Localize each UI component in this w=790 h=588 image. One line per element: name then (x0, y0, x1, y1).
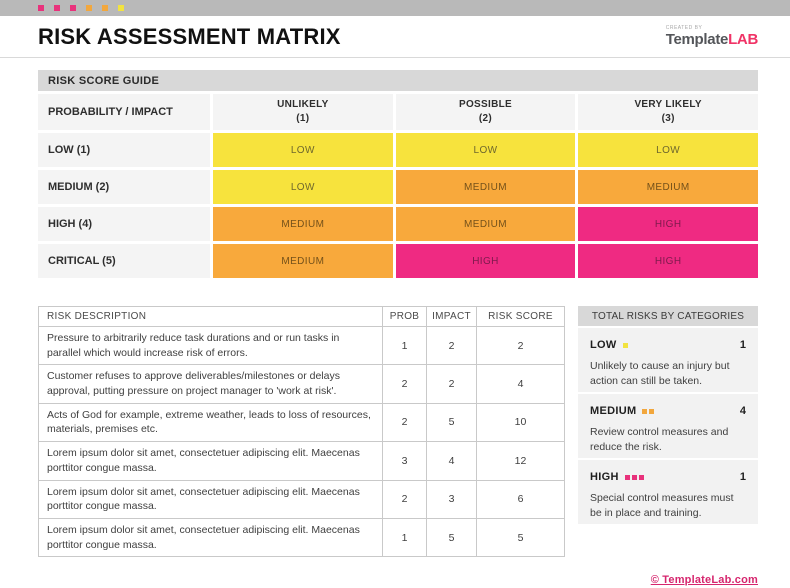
col-risk-description: RISK DESCRIPTION (38, 306, 383, 327)
risk-description-cell: Acts of God for example, extreme weather… (38, 402, 383, 443)
impact-cell: 4 (426, 441, 477, 481)
category-count: 1 (739, 471, 746, 483)
risk-score-cell: 6 (476, 479, 565, 519)
logo-created-by: CREATED BY (665, 25, 703, 31)
brand-square (86, 5, 92, 11)
prob-cell: 2 (382, 479, 427, 519)
col-prob: PROB (382, 306, 427, 327)
matrix-row-label: CRITICAL (5) (38, 244, 210, 278)
brand-square (54, 5, 60, 11)
category-medium: MEDIUM 4 Review control measures and red… (578, 394, 758, 458)
high-level-squares (624, 474, 644, 480)
page-footer: © TemplateLab.com (38, 570, 758, 588)
table-row: Customer refuses to approve deliverables… (38, 364, 565, 404)
prob-cell: 3 (382, 441, 427, 481)
table-row: Lorem ipsum dolor sit amet, consectetuer… (38, 479, 565, 519)
table-row: Lorem ipsum dolor sit amet, consectetuer… (38, 517, 565, 558)
category-high: HIGH 1 Special control measures must be … (578, 460, 758, 524)
matrix-row-label: LOW (1) (38, 133, 210, 167)
table-row: Lorem ipsum dolor sit amet, consectetuer… (38, 441, 565, 481)
risk-description-table: RISK DESCRIPTION PROB IMPACT RISK SCORE … (38, 306, 565, 558)
category-note: Review control measures and reduce the r… (590, 426, 729, 454)
col-risk-score: RISK SCORE (476, 306, 565, 327)
level-square-icon (642, 408, 648, 414)
impact-cell: 5 (426, 517, 477, 558)
matrix-column-header: VERY LIKELY (3) (578, 94, 758, 130)
risk-matrix: PROBABILITY / IMPACT UNLIKELY (1) POSSIBL… (38, 94, 758, 278)
table-row: Pressure to arbitrarily reduce task dura… (38, 325, 565, 366)
risk-description-cell: Lorem ipsum dolor sit amet, consectetuer… (38, 479, 383, 519)
risk-description-cell: Pressure to arbitrarily reduce task dura… (38, 325, 383, 366)
risk-score-guide-title: RISK SCORE GUIDE (38, 70, 758, 91)
prob-cell: 1 (382, 325, 427, 366)
level-square-icon (638, 474, 644, 480)
risk-description-cell: Lorem ipsum dolor sit amet, consectetuer… (38, 517, 383, 558)
category-label: MEDIUM (590, 405, 637, 417)
brand-square (102, 5, 108, 11)
prob-cell: 2 (382, 364, 427, 404)
table-row: Acts of God for example, extreme weather… (38, 402, 565, 443)
matrix-cell: LOW (578, 133, 758, 167)
matrix-cell: LOW (213, 170, 393, 204)
brand-square (70, 5, 76, 11)
category-count: 1 (739, 339, 746, 351)
risk-score-cell: 2 (476, 325, 565, 366)
impact-cell: 5 (426, 402, 477, 443)
risk-score-cell: 12 (476, 441, 565, 481)
page-header: RISK ASSESSMENT MATRIX CREATED BY Templa… (0, 16, 790, 58)
level-square-icon (624, 474, 630, 480)
matrix-cell: LOW (395, 133, 576, 167)
category-low: LOW 1 Unlikely to cause an injury but ac… (578, 328, 758, 392)
category-label: LOW (590, 339, 617, 351)
low-level-squares (622, 342, 628, 348)
total-risks-title: TOTAL RISKS BY CATEGORIES (578, 306, 758, 326)
category-count: 4 (739, 405, 746, 417)
page-title: RISK ASSESSMENT MATRIX (38, 23, 341, 49)
risk-score-cell: 5 (476, 517, 565, 558)
matrix-cell: HIGH (395, 244, 576, 278)
risk-description-cell: Lorem ipsum dolor sit amet, consectetuer… (38, 441, 383, 481)
matrix-column-header: POSSIBLE (2) (395, 94, 576, 130)
impact-cell: 2 (426, 325, 477, 366)
brand-square (38, 5, 44, 11)
matrix-row-label: MEDIUM (2) (38, 170, 210, 204)
prob-cell: 1 (382, 517, 427, 558)
matrix-column-header: UNLIKELY (1) (213, 94, 393, 130)
category-note: Unlikely to cause an injury but action c… (590, 360, 730, 388)
matrix-cell: MEDIUM (395, 207, 576, 241)
matrix-cell: MEDIUM (213, 244, 393, 278)
templatelab-logo: CREATED BY TemplateLAB (665, 25, 759, 48)
table-header-row: RISK DESCRIPTION PROB IMPACT RISK SCORE (38, 306, 565, 327)
matrix-cell: LOW (213, 133, 393, 167)
medium-level-squares (642, 408, 655, 414)
matrix-cell: HIGH (578, 244, 758, 278)
category-label: HIGH (590, 471, 619, 483)
impact-cell: 3 (426, 479, 477, 519)
brand-square (118, 5, 124, 11)
risk-score-cell: 4 (476, 364, 565, 404)
templatelab-link[interactable]: © TemplateLab.com (650, 574, 758, 587)
top-accent-bar (0, 0, 790, 16)
matrix-row-label: HIGH (4) (38, 207, 210, 241)
level-square-icon (631, 474, 637, 480)
matrix-cell: MEDIUM (395, 170, 576, 204)
category-note: Special control measures must be in plac… (590, 492, 734, 520)
matrix-cell: MEDIUM (578, 170, 758, 204)
risk-description-cell: Customer refuses to approve deliverables… (38, 364, 383, 404)
matrix-cell: HIGH (578, 207, 758, 241)
level-square-icon (622, 342, 628, 348)
col-impact: IMPACT (426, 306, 477, 327)
matrix-corner-label: PROBABILITY / IMPACT (38, 94, 210, 130)
impact-cell: 2 (426, 364, 477, 404)
level-square-icon (649, 408, 655, 414)
prob-cell: 2 (382, 402, 427, 443)
risk-score-cell: 10 (476, 402, 565, 443)
total-risks-panel: TOTAL RISKS BY CATEGORIES LOW 1 Unlikely… (578, 306, 758, 557)
risk-score-guide-section: RISK SCORE GUIDE PROBABILITY / IMPACT UN… (38, 70, 758, 278)
logo-wordmark: TemplateLAB (665, 31, 759, 48)
matrix-cell: MEDIUM (213, 207, 393, 241)
